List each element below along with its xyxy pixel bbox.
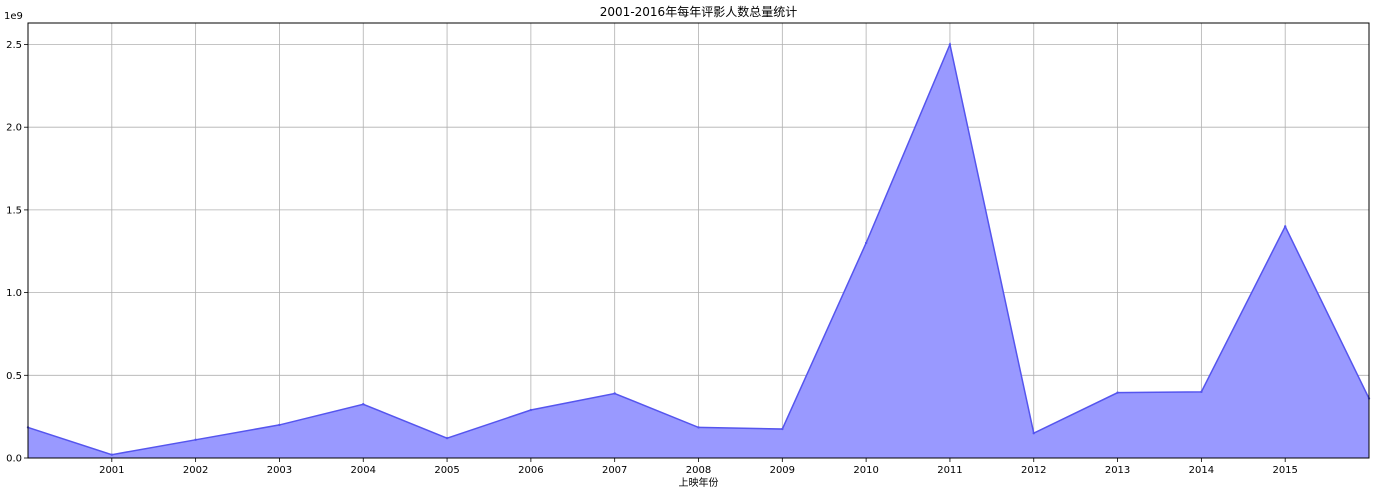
data-point xyxy=(362,403,365,406)
y-axis-offset-label: 1e9 xyxy=(4,11,23,22)
x-tick-label: 2007 xyxy=(602,465,627,476)
x-tick-label: 2004 xyxy=(351,465,376,476)
data-point xyxy=(529,408,533,412)
area-series xyxy=(26,42,1371,459)
ticks: 2001 2002 2003 2004 2005 2006 2007 2008 2009 2010… xyxy=(6,40,1298,476)
x-tick-label: 2014 xyxy=(1189,465,1214,476)
data-point xyxy=(864,241,868,245)
x-tick-label: 2009 xyxy=(770,465,795,476)
data-point xyxy=(110,453,114,456)
x-tick-label: 2006 xyxy=(518,465,543,476)
x-tick-label: 2008 xyxy=(686,465,711,476)
y-tick-label: 0.0 xyxy=(6,454,22,465)
y-tick-label: 2.0 xyxy=(6,123,22,134)
y-tick-label: 1.5 xyxy=(6,205,22,216)
x-tick-label: 2001 xyxy=(99,465,124,476)
x-axis-label: 上映年份 xyxy=(679,476,719,489)
data-point xyxy=(781,427,784,431)
data-point xyxy=(445,436,449,440)
data-point xyxy=(948,43,952,46)
data-point xyxy=(1200,390,1203,394)
x-tick-label: 2013 xyxy=(1105,465,1130,476)
y-tick-label: 1.0 xyxy=(6,288,22,299)
x-tick-label: 2011 xyxy=(937,465,962,476)
area-fill xyxy=(28,44,1369,459)
x-tick-label: 2015 xyxy=(1272,465,1297,476)
data-point xyxy=(278,423,281,427)
chart-title: 2001-2016年每年评影人数总量统计 xyxy=(600,4,797,19)
x-tick-label: 2010 xyxy=(853,465,878,476)
data-point xyxy=(1283,225,1287,228)
y-tick-label: 2.5 xyxy=(6,40,22,51)
data-point xyxy=(1116,391,1119,394)
x-tick-label: 2003 xyxy=(267,465,292,476)
grid xyxy=(28,23,1369,459)
x-tick-label: 2005 xyxy=(434,465,459,476)
data-point xyxy=(697,426,700,429)
data-point xyxy=(194,438,197,442)
data-point xyxy=(1032,431,1035,435)
x-tick-label: 2012 xyxy=(1021,465,1046,476)
data-point xyxy=(613,392,616,395)
x-tick-label: 2002 xyxy=(183,465,208,476)
y-tick-label: 0.5 xyxy=(6,371,22,382)
